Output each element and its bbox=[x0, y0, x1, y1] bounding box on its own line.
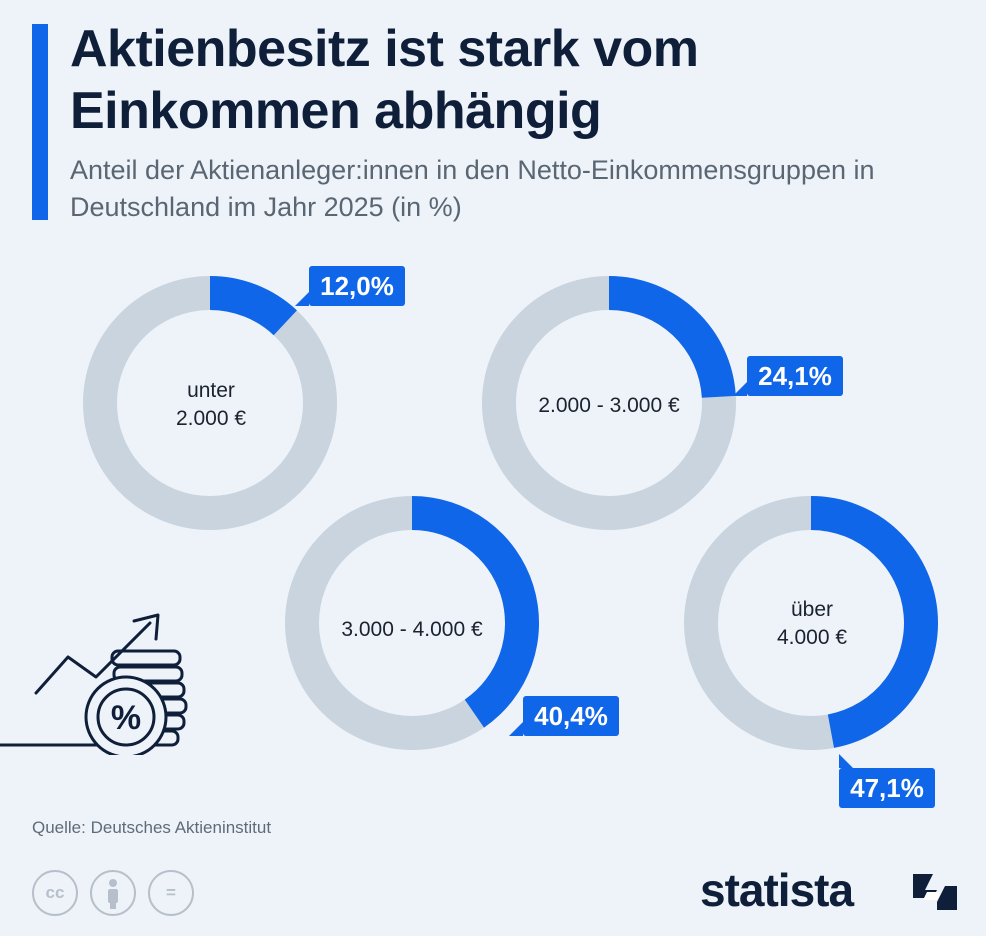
cc-icon[interactable]: cc bbox=[32, 870, 78, 916]
donut-center-label-2000-3000: 2.000 - 3.000 € bbox=[519, 392, 699, 420]
data-label-3000-4000: 40,4% bbox=[509, 696, 619, 736]
person-icon bbox=[108, 879, 118, 909]
donut-center-line: 2.000 - 3.000 € bbox=[538, 394, 680, 417]
donut-slice-2000-3000 bbox=[609, 276, 736, 398]
donut-center-line: 3.000 - 4.000 € bbox=[341, 618, 483, 641]
donut-center-line: über bbox=[790, 598, 834, 621]
license-icons: cc = bbox=[32, 870, 194, 916]
source-note: Quelle: Deutsches Aktieninstitut bbox=[32, 818, 272, 837]
donut-center-line: 4.000 € bbox=[776, 626, 848, 649]
donut-center-label-3000-4000: 3.000 - 4.000 € bbox=[322, 616, 502, 644]
data-label-under-2000: 12,0% bbox=[295, 266, 405, 306]
donut-center-line: unter bbox=[187, 379, 235, 402]
coin-stack-percent-icon: % bbox=[0, 613, 188, 755]
donut-center-label-over-4000: über 4.000 € bbox=[722, 596, 902, 652]
data-label-2000-3000: 24,1% bbox=[733, 356, 843, 396]
statista-wordmark: statista bbox=[700, 864, 854, 916]
donut-slice-over-4000 bbox=[811, 496, 938, 748]
donut-center-label-under-2000: unter 2.000 € bbox=[121, 377, 301, 433]
donut-slice-under-2000 bbox=[210, 276, 297, 336]
svg-text:%: % bbox=[111, 699, 141, 737]
chart-subtitle: Anteil der Aktienanleger:innen in den Ne… bbox=[70, 155, 875, 222]
data-label-over-4000: 47,1% bbox=[839, 768, 935, 808]
title-accent-bar bbox=[32, 24, 48, 220]
statista-logo-icon bbox=[913, 874, 957, 910]
donut-slice-3000-4000 bbox=[412, 496, 539, 728]
statista-logo[interactable]: statista bbox=[700, 860, 960, 924]
nd-icon[interactable]: = bbox=[148, 870, 194, 916]
donut-center-line: 2.000 € bbox=[175, 407, 247, 430]
by-icon[interactable] bbox=[90, 870, 136, 916]
chart-title: Aktienbesitz ist stark vom Einkommen abh… bbox=[70, 20, 699, 140]
